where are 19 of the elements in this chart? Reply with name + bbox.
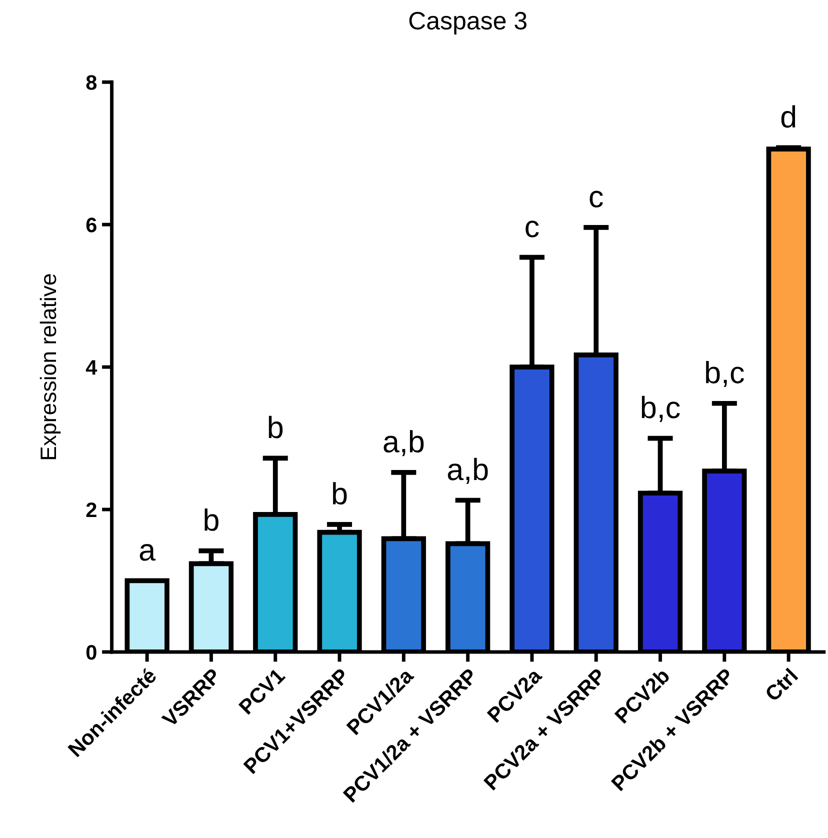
annotation: a,b: [448, 458, 488, 484]
annotation: b: [332, 482, 347, 505]
y-axis-title: Expression relative: [40, 274, 61, 460]
chart-title: Caspase 3: [409, 12, 526, 35]
y-tick-label: 4: [86, 360, 98, 375]
y-tick-label: 8: [86, 75, 97, 90]
annotation: d: [781, 105, 796, 128]
x-tick-label: Ctrl: [764, 668, 798, 702]
annotation: b,c: [642, 396, 680, 422]
annotation: a,b: [384, 430, 424, 456]
y-tick-label: 6: [86, 218, 96, 232]
annotation: a: [140, 544, 156, 561]
y-tick-label: 0: [86, 644, 96, 660]
annotation: c: [590, 190, 603, 208]
annotation: b,c: [706, 361, 744, 388]
annotation: b: [268, 416, 283, 438]
annotation: b: [204, 508, 218, 531]
y-tick-label: 2: [86, 502, 96, 518]
annotation: c: [526, 220, 539, 238]
